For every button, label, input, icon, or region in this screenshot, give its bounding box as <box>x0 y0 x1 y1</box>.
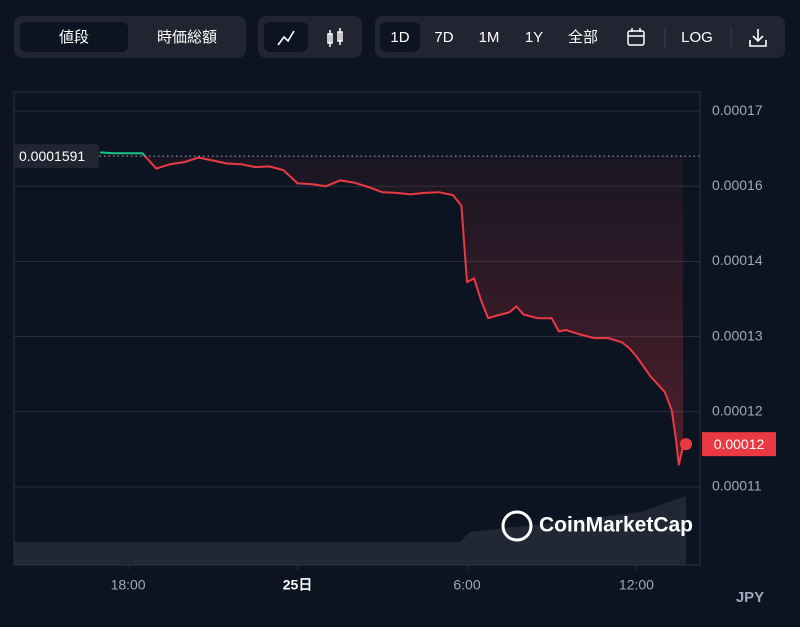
tab-selected[interactable] <box>20 22 128 52</box>
last-price-box <box>702 432 776 457</box>
volume-area <box>14 496 686 565</box>
currency: JPY <box>736 589 764 606</box>
y-tick-label: 0.00011 <box>712 478 762 494</box>
range-group <box>375 16 785 58</box>
x-tick-label: 12:00 <box>619 577 654 593</box>
y-tick-label: 0.00012 <box>712 402 763 418</box>
range-button[interactable]: 全部 <box>568 28 598 46</box>
x-tick-label: 6:00 <box>453 577 480 593</box>
range-button[interactable]: 7D <box>434 29 453 46</box>
calendar-icon[interactable] <box>627 28 645 46</box>
line-chart-button[interactable] <box>264 22 308 52</box>
y-tick-label: 0.00013 <box>712 327 763 343</box>
price-line <box>99 151 685 466</box>
range-button[interactable]: 1Y <box>525 29 543 46</box>
x-tick-label: 25日 <box>283 577 313 593</box>
log-button[interactable]: LOG <box>681 29 713 46</box>
range-button[interactable]: 1D <box>390 29 409 46</box>
y-tick-label: 0.00014 <box>712 252 763 268</box>
x-tick-label: 18:00 <box>111 577 146 593</box>
candle-icon[interactable] <box>327 28 343 47</box>
range-selected[interactable] <box>380 22 420 52</box>
reference-label: 0.0001591 <box>19 148 85 164</box>
y-tick-label: 0.00017 <box>712 102 763 118</box>
range-button[interactable]: 1M <box>479 29 500 46</box>
download-icon[interactable] <box>749 29 767 47</box>
watermark: CoinMarketCap <box>539 514 693 537</box>
reference-label-box <box>14 144 99 169</box>
plot-frame <box>13 91 701 566</box>
line-icon <box>277 30 295 46</box>
last-price-dot <box>680 438 692 451</box>
price-area <box>99 152 684 465</box>
last-price-label: 0.00012 <box>714 436 765 452</box>
tab-price[interactable]: 値段 <box>59 29 89 46</box>
y-tick-label: 0.00016 <box>712 177 763 193</box>
watermark-logo <box>501 510 533 542</box>
tab-marketcap[interactable]: 時価総額 <box>157 29 217 46</box>
